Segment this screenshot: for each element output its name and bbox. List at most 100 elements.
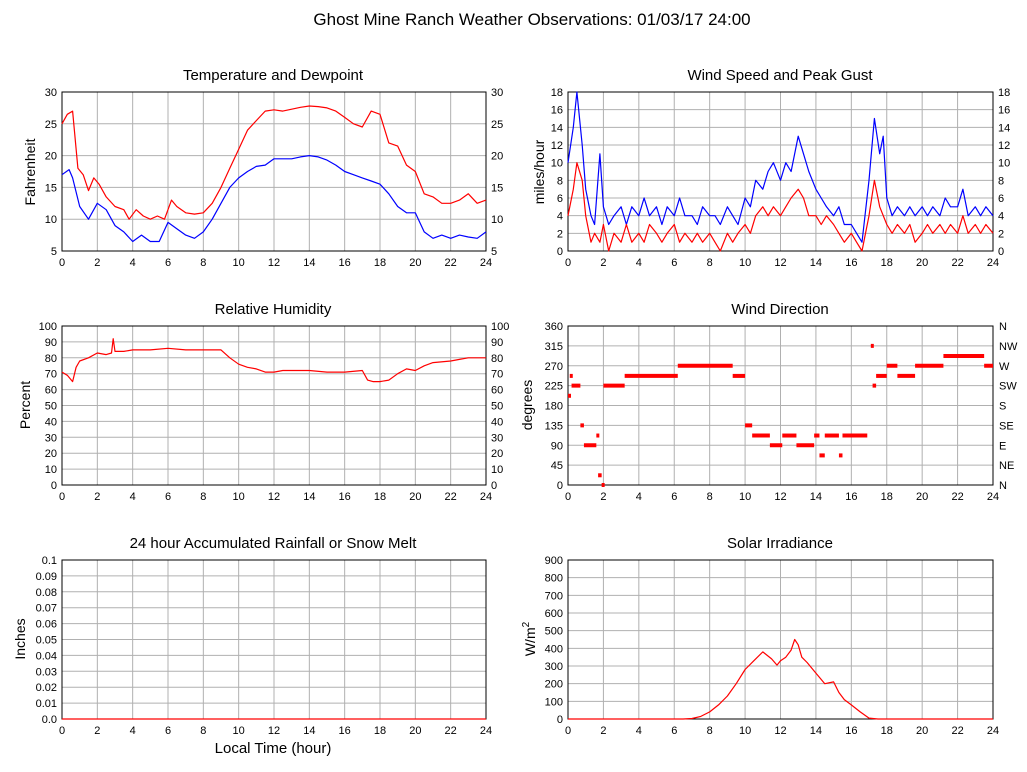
series-line — [61, 338, 486, 383]
plot-frame — [567, 91, 994, 252]
x-tick-label: 16 — [339, 725, 351, 737]
panel-title: Relative Humidity — [215, 301, 332, 318]
x-tick-label: 24 — [480, 257, 492, 269]
y-tick-label: 8 — [557, 175, 563, 187]
y-tick-label: 0.05 — [36, 635, 57, 647]
solar-irradiance-plot: 0 2 4 6 8 10 12 14 16 18 20 22 240100200300400500600… — [545, 555, 999, 737]
y-tick-label-right: 20 — [491, 448, 503, 460]
x-tick-label: 16 — [339, 257, 351, 269]
x-tick-label: 22 — [445, 725, 457, 737]
x-tick-label: 2 — [600, 257, 606, 269]
panel-title: Wind Direction — [731, 301, 829, 318]
x-tick-label: 6 — [165, 257, 171, 269]
y-tick-label: 15 — [45, 182, 57, 194]
x-tick-label: 8 — [200, 257, 206, 269]
y-tick-label: 800 — [545, 573, 563, 585]
x-tick-label: 6 — [165, 491, 171, 503]
panel-title: Temperature and Dewpoint — [183, 67, 364, 84]
y-axis-label: miles/hour — [531, 139, 547, 204]
x-tick-label: 4 — [636, 725, 642, 737]
x-tick-label: 20 — [409, 725, 421, 737]
x-tick-label: 4 — [130, 257, 136, 269]
y-tick-label: 0.07 — [36, 603, 57, 615]
x-tick-label: 16 — [845, 257, 857, 269]
compass-label: SE — [999, 420, 1014, 432]
y-tick-label: 900 — [545, 555, 563, 567]
y-tick-label: 200 — [545, 679, 563, 691]
x-tick-label: 20 — [916, 725, 928, 737]
y-tick-label: 12 — [551, 140, 563, 152]
y-tick-label: 2 — [557, 228, 563, 240]
y-tick-label: 10 — [45, 214, 57, 226]
compass-label: NW — [999, 341, 1018, 353]
x-tick-label: 8 — [200, 491, 206, 503]
y-tick-label: 14 — [551, 122, 563, 134]
x-tick-label: 0 — [59, 725, 65, 737]
x-tick-label: 2 — [94, 257, 100, 269]
y-tick-label: 360 — [545, 321, 563, 333]
y-tick-label: 700 — [545, 590, 563, 602]
x-tick-label: 22 — [445, 257, 457, 269]
panel-relative-humidity: Relative Humidity Percent 0 2 4 6 8 10 12 14 16 1… — [17, 301, 509, 503]
y-tick-label: 4 — [557, 211, 563, 223]
y-tick-label: 5 — [51, 246, 57, 258]
y-tick-label-right: 16 — [998, 105, 1010, 117]
x-tick-label: 0 — [59, 491, 65, 503]
compass-label: S — [999, 401, 1006, 413]
x-tick-label: 8 — [707, 725, 713, 737]
x-tick-label: 16 — [845, 725, 857, 737]
y-tick-label: 30 — [45, 432, 57, 444]
y-tick-label: 0.01 — [36, 698, 57, 710]
y-tick-label-right: 10 — [491, 214, 503, 226]
y-tick-label: 40 — [45, 416, 57, 428]
x-tick-label: 24 — [987, 491, 999, 503]
x-tick-label: 14 — [810, 491, 822, 503]
x-tick-label: 24 — [480, 491, 492, 503]
x-tick-label: 20 — [409, 491, 421, 503]
x-tick-label: 10 — [233, 257, 245, 269]
x-tick-label: 6 — [165, 725, 171, 737]
panel-title: Solar Irradiance — [727, 535, 833, 552]
y-tick-label: 300 — [545, 661, 563, 673]
y-tick-label-right: 30 — [491, 87, 503, 99]
y-tick-label: 16 — [551, 105, 563, 117]
panel-solar-irradiance: Solar Irradiance W/m2 0 2 4 6 8 10 12 14 16 18 20 2… — [521, 535, 999, 737]
x-tick-label: 10 — [739, 491, 751, 503]
panel-title: 24 hour Accumulated Rainfall or Snow Mel… — [130, 535, 418, 552]
y-tick-label-right: 90 — [491, 337, 503, 349]
y-tick-label: 0.09 — [36, 571, 57, 583]
rainfall-plot: 0 2 4 6 8 10 12 14 16 18 20 22 240.00.010.020.030.04… — [36, 555, 493, 737]
x-tick-label: 12 — [268, 491, 280, 503]
series-line — [567, 162, 994, 252]
y-tick-label: 0 — [557, 714, 563, 726]
x-tick-label: 18 — [881, 257, 893, 269]
compass-label: N — [999, 480, 1007, 492]
y-axis-label-text: W/m — [522, 627, 538, 656]
x-tick-label: 14 — [303, 725, 315, 737]
y-tick-label: 45 — [551, 460, 563, 472]
x-tick-label: 20 — [409, 257, 421, 269]
x-tick-label: 14 — [303, 257, 315, 269]
y-tick-label: 50 — [45, 401, 57, 413]
x-tick-label: 16 — [339, 491, 351, 503]
y-tick-label: 315 — [545, 341, 563, 353]
x-tick-label: 22 — [951, 491, 963, 503]
y-tick-label: 0.0 — [42, 714, 57, 726]
y-tick-label-right: 30 — [491, 432, 503, 444]
y-tick-label: 100 — [545, 696, 563, 708]
y-tick-label: 0.02 — [36, 682, 57, 694]
series-line — [61, 105, 487, 220]
plot-frame — [567, 559, 994, 720]
y-tick-label-right: 18 — [998, 87, 1010, 99]
y-tick-label-right: 5 — [491, 246, 497, 258]
y-tick-label: 0 — [557, 480, 563, 492]
x-tick-label: 10 — [739, 257, 751, 269]
x-tick-label: 12 — [268, 257, 280, 269]
x-tick-label: 0 — [565, 725, 571, 737]
x-tick-label: 18 — [881, 725, 893, 737]
y-tick-label-right: 20 — [491, 151, 503, 163]
